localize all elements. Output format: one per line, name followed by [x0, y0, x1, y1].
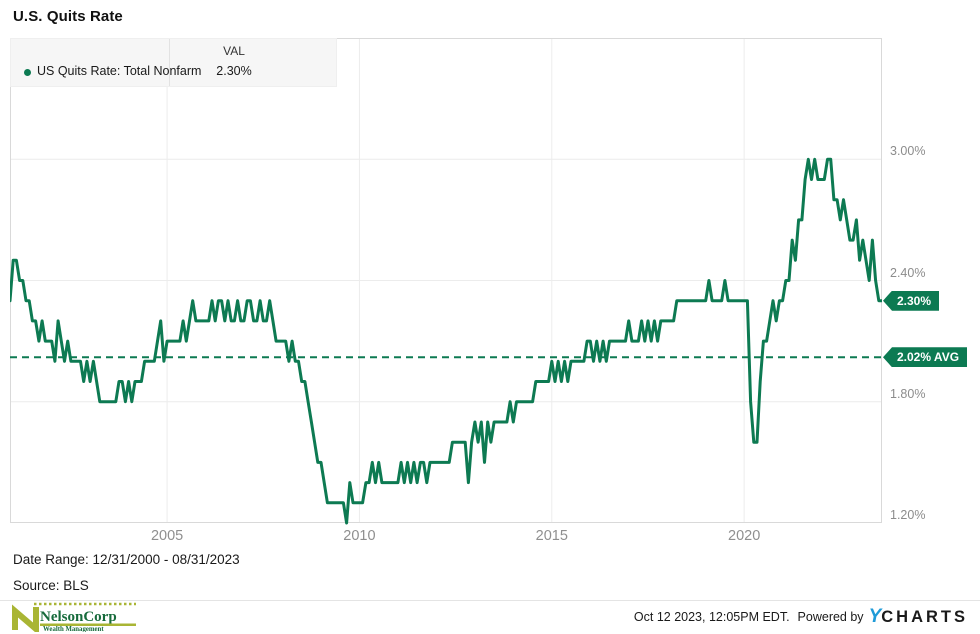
x-axis-label: 2010 [343, 528, 375, 544]
timestamp: Oct 12 2023, 12:05PM EDT. [633, 610, 790, 624]
date-range-text: Date Range: 12/31/2000 - 08/31/2023 [13, 552, 240, 567]
y-axis-label: 1.80% [890, 386, 926, 401]
average-value-badge: 2.02% AVG [883, 347, 968, 368]
attribution-bar: Oct 12 2023, 12:05PM EDT. Powered by Y C… [634, 606, 968, 628]
ycharts-logo-text[interactable]: CHARTS [881, 607, 968, 626]
bottom-divider [0, 600, 980, 601]
y-axis-label: 1.20% [890, 508, 926, 522]
y-axis-label: 2.40% [890, 265, 926, 280]
ycharts-logo-y[interactable]: Y [868, 606, 882, 627]
y-axis-label: 3.00% [890, 144, 926, 159]
legend-series-value: 2.30% [216, 64, 252, 78]
source-text: Source: BLS [13, 578, 89, 593]
series-color-dot-icon [24, 69, 31, 76]
legend-column-divider [169, 39, 170, 86]
page-title: U.S. Quits Rate [13, 8, 123, 25]
x-axis-label: 2005 [151, 528, 183, 544]
legend-series-label[interactable]: US Quits Rate: Total Nonfarm [37, 64, 202, 78]
logo-name: NelsonCorp [40, 609, 117, 625]
last-value-badge: 2.30% [883, 290, 940, 311]
x-axis-label: 2020 [728, 528, 760, 544]
logo-n-icon [12, 604, 39, 632]
logo-subtitle: Wealth Management [43, 626, 104, 632]
x-axis-label: 2015 [536, 528, 568, 544]
legend-val-header: VAL [223, 44, 245, 58]
legend-box: VAL US Quits Rate: Total Nonfarm 2.30% [10, 38, 337, 87]
logo-underline [40, 623, 136, 626]
quits-rate-line-chart: 2005 2010 2015 2020 [10, 38, 882, 544]
powered-by-label: Powered by [797, 610, 864, 624]
nelsoncorp-logo: NelsonCorp Wealth Management [12, 602, 136, 632]
